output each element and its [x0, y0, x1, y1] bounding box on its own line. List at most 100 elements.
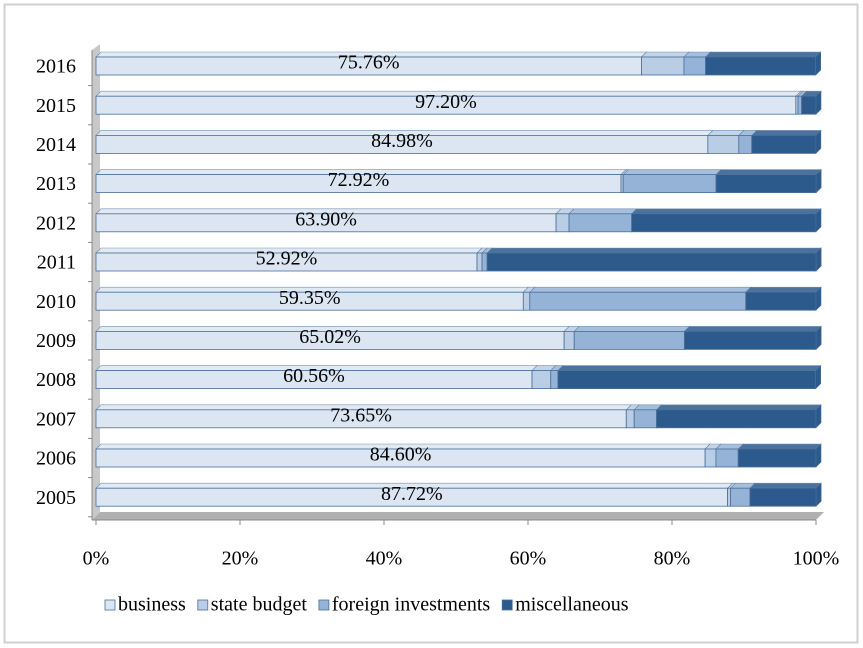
bar-face: [749, 487, 817, 507]
legend-label: foreign investments: [332, 594, 491, 616]
bar-face: [625, 409, 635, 429]
y-tick-label: 2016: [36, 56, 76, 78]
floor: [92, 512, 824, 520]
data-label: 59.35%: [279, 287, 341, 309]
y-tick-label: 2006: [36, 448, 76, 470]
bar-face: [751, 134, 817, 154]
bar-segment: [529, 286, 752, 311]
x-tick-label: 40%: [366, 548, 403, 570]
bar-face: [730, 487, 751, 507]
bar-face: [656, 409, 817, 429]
bar-segment: [573, 326, 691, 350]
bar-face: [529, 286, 752, 293]
side-wall: [92, 44, 100, 520]
y-tick-label: 2011: [37, 252, 76, 274]
bar-face: [529, 291, 747, 311]
bar-face: [737, 448, 817, 468]
bar-face: [655, 404, 822, 411]
data-label: 87.72%: [381, 483, 443, 505]
x-tick-label: 80%: [654, 548, 691, 570]
bar-segment: [486, 247, 822, 272]
bar-face: [481, 252, 488, 272]
x-tick-label: 60%: [510, 548, 547, 570]
bar-face: [522, 291, 531, 311]
bar-face: [749, 482, 822, 489]
bar-segment: [655, 404, 822, 429]
data-label: 65.02%: [299, 326, 361, 348]
x-tick-label: 20%: [222, 548, 259, 570]
bar-segment: [707, 130, 745, 154]
y-tick-label: 2015: [36, 95, 76, 117]
y-tick-label: 2008: [36, 369, 76, 391]
data-label: 52.92%: [256, 248, 318, 270]
legend-label: miscellaneous: [515, 594, 629, 616]
bar-face: [707, 130, 745, 136]
y-tick-label: 2005: [36, 487, 76, 509]
bar-face: [705, 56, 817, 76]
bar-segment: [557, 364, 822, 390]
bar-face: [555, 213, 570, 233]
bar-face: [563, 330, 575, 350]
bar-face: [573, 330, 685, 350]
y-tick-label: 2013: [36, 173, 76, 195]
bar-segment: [95, 443, 711, 468]
bar-segment: [738, 130, 758, 154]
bar-face: [815, 443, 822, 468]
x-tick-label: 100%: [793, 548, 840, 570]
bar-segment: [95, 208, 562, 233]
bar-face: [815, 325, 822, 351]
bar-face: [715, 169, 822, 175]
bar-face: [745, 291, 817, 311]
bar-face: [557, 365, 822, 371]
bar-face: [707, 134, 740, 154]
y-tick-label: 2009: [36, 330, 76, 352]
bar-face: [715, 174, 817, 194]
bar-face: [815, 286, 822, 311]
legend-swatch: [197, 599, 209, 611]
bar-segment: [630, 208, 822, 233]
bar-face: [641, 56, 685, 76]
bar-face: [801, 95, 817, 115]
data-label: 84.60%: [370, 444, 432, 466]
bar-segment: [800, 90, 822, 115]
bar-face: [815, 168, 822, 194]
bar-face: [815, 364, 822, 390]
bar-face: [737, 443, 822, 450]
bar-face: [683, 56, 706, 76]
bar-face: [738, 134, 753, 154]
legend-swatch: [501, 599, 513, 611]
bar-segment: [751, 129, 822, 155]
bar-face: [727, 487, 731, 507]
bar-segment: [95, 130, 714, 154]
bar-segment: [737, 443, 822, 468]
bar-face: [486, 247, 822, 254]
bar-face: [815, 482, 822, 507]
bar-segment: [683, 325, 822, 351]
bar-segment: [95, 51, 648, 76]
bar-face: [622, 174, 717, 194]
bar-segment: [749, 482, 822, 507]
data-label: 72.92%: [328, 169, 390, 191]
x-tick-label: 0%: [83, 548, 110, 570]
y-tick-label: 2014: [36, 134, 76, 156]
bar-face: [550, 370, 559, 390]
bar-face: [815, 247, 822, 272]
bar-segment: [531, 365, 557, 390]
bar-face: [557, 370, 817, 390]
bar-face: [568, 213, 633, 233]
bar-face: [683, 330, 817, 350]
bar-face: [715, 448, 739, 468]
bar-segment: [640, 51, 690, 76]
bar-face: [745, 286, 822, 293]
bar-segment: [704, 51, 822, 76]
bar-face: [815, 90, 822, 115]
y-tick-label: 2007: [36, 408, 76, 430]
bar-face: [486, 252, 817, 272]
legend-swatch: [104, 599, 116, 611]
bar-face: [815, 129, 822, 155]
legend-label: business: [118, 594, 186, 616]
bar-segment: [715, 168, 822, 194]
legend-label: state budget: [211, 594, 308, 616]
bar-face: [815, 208, 822, 233]
